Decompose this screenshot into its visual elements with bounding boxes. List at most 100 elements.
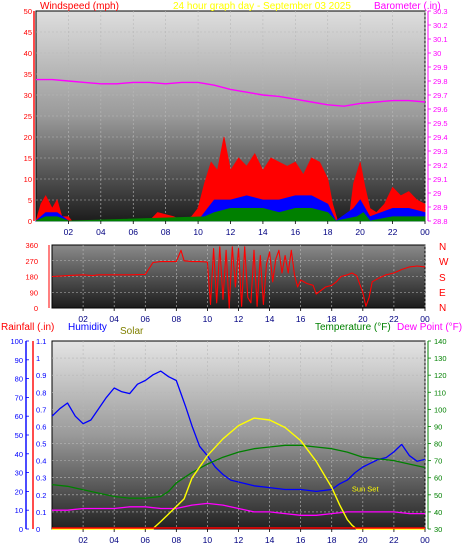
humidity-tick-label: 50 (15, 431, 23, 440)
humidity-tick-label: 80 (15, 375, 23, 384)
humidity-tick-label: 60 (15, 412, 23, 421)
x-tick-label: 20 (358, 535, 368, 545)
x-tick-label: 12 (226, 227, 236, 237)
wind-direction-axis: 0 90 180 270 360 (25, 241, 50, 313)
x-tick-label: 08 (161, 227, 171, 237)
rainfall-axis: 0 0.1 0.2 0.3 0.4 0.5 0.6 0.7 0.8 0.9 1 1.1 (32, 337, 46, 534)
temperature-tick-label: 120 (434, 371, 447, 380)
direction-tick-label: 180 (25, 273, 38, 282)
temperature-axis: 30 40 50 60 70 80 90 100 110 120 130 140 (427, 337, 447, 534)
compass-label-s: S (439, 273, 446, 284)
rainfall-tick-label: 0.3 (36, 474, 46, 483)
barometer-tick-label: 29 (433, 189, 441, 198)
rainfall-tick-label: 0 (36, 525, 40, 534)
climate-series (51, 370, 426, 530)
rainfall-tick-label: 0.4 (36, 457, 46, 466)
direction-tick-label: 90 (30, 288, 38, 297)
humidity-axis-label: Humidity (68, 322, 107, 333)
x-tick-label: 22 (389, 535, 399, 545)
barometer-tick-label: 30 (433, 49, 441, 58)
x-tick-label: 06 (141, 535, 151, 545)
rainfall-tick-label: 0.6 (36, 422, 46, 431)
chart-title: 24 hour graph day - September 03 2025 (173, 1, 351, 12)
temperature-tick-label: 40 (434, 508, 442, 517)
direction-tick-label: 0 (34, 304, 38, 313)
humidity-tick-label: 20 (15, 487, 23, 496)
temperature-tick-label: 130 (434, 354, 447, 363)
climate-x-axis: 02 04 06 08 10 12 14 16 18 20 22 00 (78, 529, 430, 545)
humidity-axis: 0 10 20 30 40 50 60 70 80 90 100 (10, 337, 29, 534)
x-tick-label: 12 (234, 535, 244, 545)
temperature-tick-label: 60 (434, 474, 442, 483)
x-tick-label: 02 (78, 314, 88, 324)
wind-direction-grid (52, 245, 426, 308)
barometer-tick-label: 29.4 (433, 133, 448, 142)
rainfall-tick-label: 1.1 (36, 337, 46, 346)
windspeed-axis: 0 5 10 15 20 25 30 35 40 45 50 (24, 7, 35, 226)
humidity-tick-label: 90 (15, 356, 23, 365)
x-tick-label: 02 (64, 227, 74, 237)
x-tick-label: 14 (258, 227, 268, 237)
x-tick-label: 16 (296, 314, 306, 324)
x-tick-label: 10 (193, 227, 203, 237)
humidity-line (51, 370, 426, 493)
x-tick-label: 14 (265, 535, 275, 545)
windspeed-axis-label: Windspeed (mph) (40, 1, 119, 12)
barometer-line (36, 78, 426, 107)
x-tick-label: 02 (78, 535, 88, 545)
barometer-tick-label: 30.1 (433, 35, 448, 44)
wind-baro-grid (36, 11, 426, 221)
x-tick-label: 14 (265, 314, 275, 324)
temperature-line (51, 444, 426, 499)
direction-tick-label: 360 (25, 241, 38, 250)
dewpoint-line (52, 502, 425, 516)
temperature-tick-label: 100 (434, 405, 447, 414)
dewpoint-axis-label: Dew Point (°F) (397, 322, 462, 333)
compass-labels: N W S E N (439, 242, 449, 314)
windspeed-tick-label: 20 (24, 133, 32, 142)
temperature-tick-label: 140 (434, 337, 447, 346)
barometer-tick-label: 29.2 (433, 161, 448, 170)
barometer-tick-label: 29.1 (433, 175, 448, 184)
x-tick-label: 22 (389, 314, 399, 324)
windspeed-tick-label: 50 (24, 7, 32, 16)
windspeed-tick-label: 0 (28, 217, 32, 226)
x-tick-label: 20 (355, 227, 365, 237)
solar-label: Solar (120, 326, 144, 337)
temperature-tick-label: 30 (434, 525, 442, 534)
sunset-annotation: Sun Set (352, 484, 380, 493)
humidity-tick-label: 100 (10, 337, 23, 346)
x-tick-label: 16 (291, 227, 301, 237)
barometer-tick-label: 29.9 (433, 63, 448, 72)
wind-direction-line (51, 246, 426, 309)
x-tick-label: 18 (323, 227, 333, 237)
temperature-axis-label: Temperature (°F) (315, 322, 391, 333)
compass-label-e: E (439, 288, 446, 299)
compass-label-n-top: N (439, 242, 446, 253)
x-tick-label: 00 (420, 227, 430, 237)
humidity-tick-label: 30 (15, 469, 23, 478)
x-tick-label: 10 (203, 314, 213, 324)
x-tick-label: 10 (203, 535, 213, 545)
barometer-tick-label: 29.5 (433, 119, 448, 128)
rainfall-tick-label: 0.1 (36, 508, 46, 517)
x-tick-label: 22 (388, 227, 398, 237)
x-tick-label: 08 (172, 535, 182, 545)
x-tick-label: 00 (420, 314, 430, 324)
barometer-tick-label: 29.8 (433, 77, 448, 86)
compass-label-n-bottom: N (439, 303, 446, 314)
rainfall-tick-label: 0.9 (36, 371, 46, 380)
barometer-axis: 28.8 28.9 29 29.1 29.2 29.3 29.4 29.5 29.6 29.7 29… (427, 7, 448, 226)
x-tick-label: 18 (327, 535, 337, 545)
windspeed-tick-label: 5 (28, 196, 32, 205)
humidity-tick-label: 0 (19, 525, 23, 534)
temperature-tick-label: 90 (434, 422, 442, 431)
wind-low-area (35, 208, 426, 222)
temperature-tick-label: 50 (434, 491, 442, 500)
x-tick-label: 04 (109, 314, 119, 324)
barometer-tick-label: 29.6 (433, 105, 448, 114)
humidity-tick-label: 70 (15, 393, 23, 402)
windspeed-tick-label: 15 (24, 154, 32, 163)
